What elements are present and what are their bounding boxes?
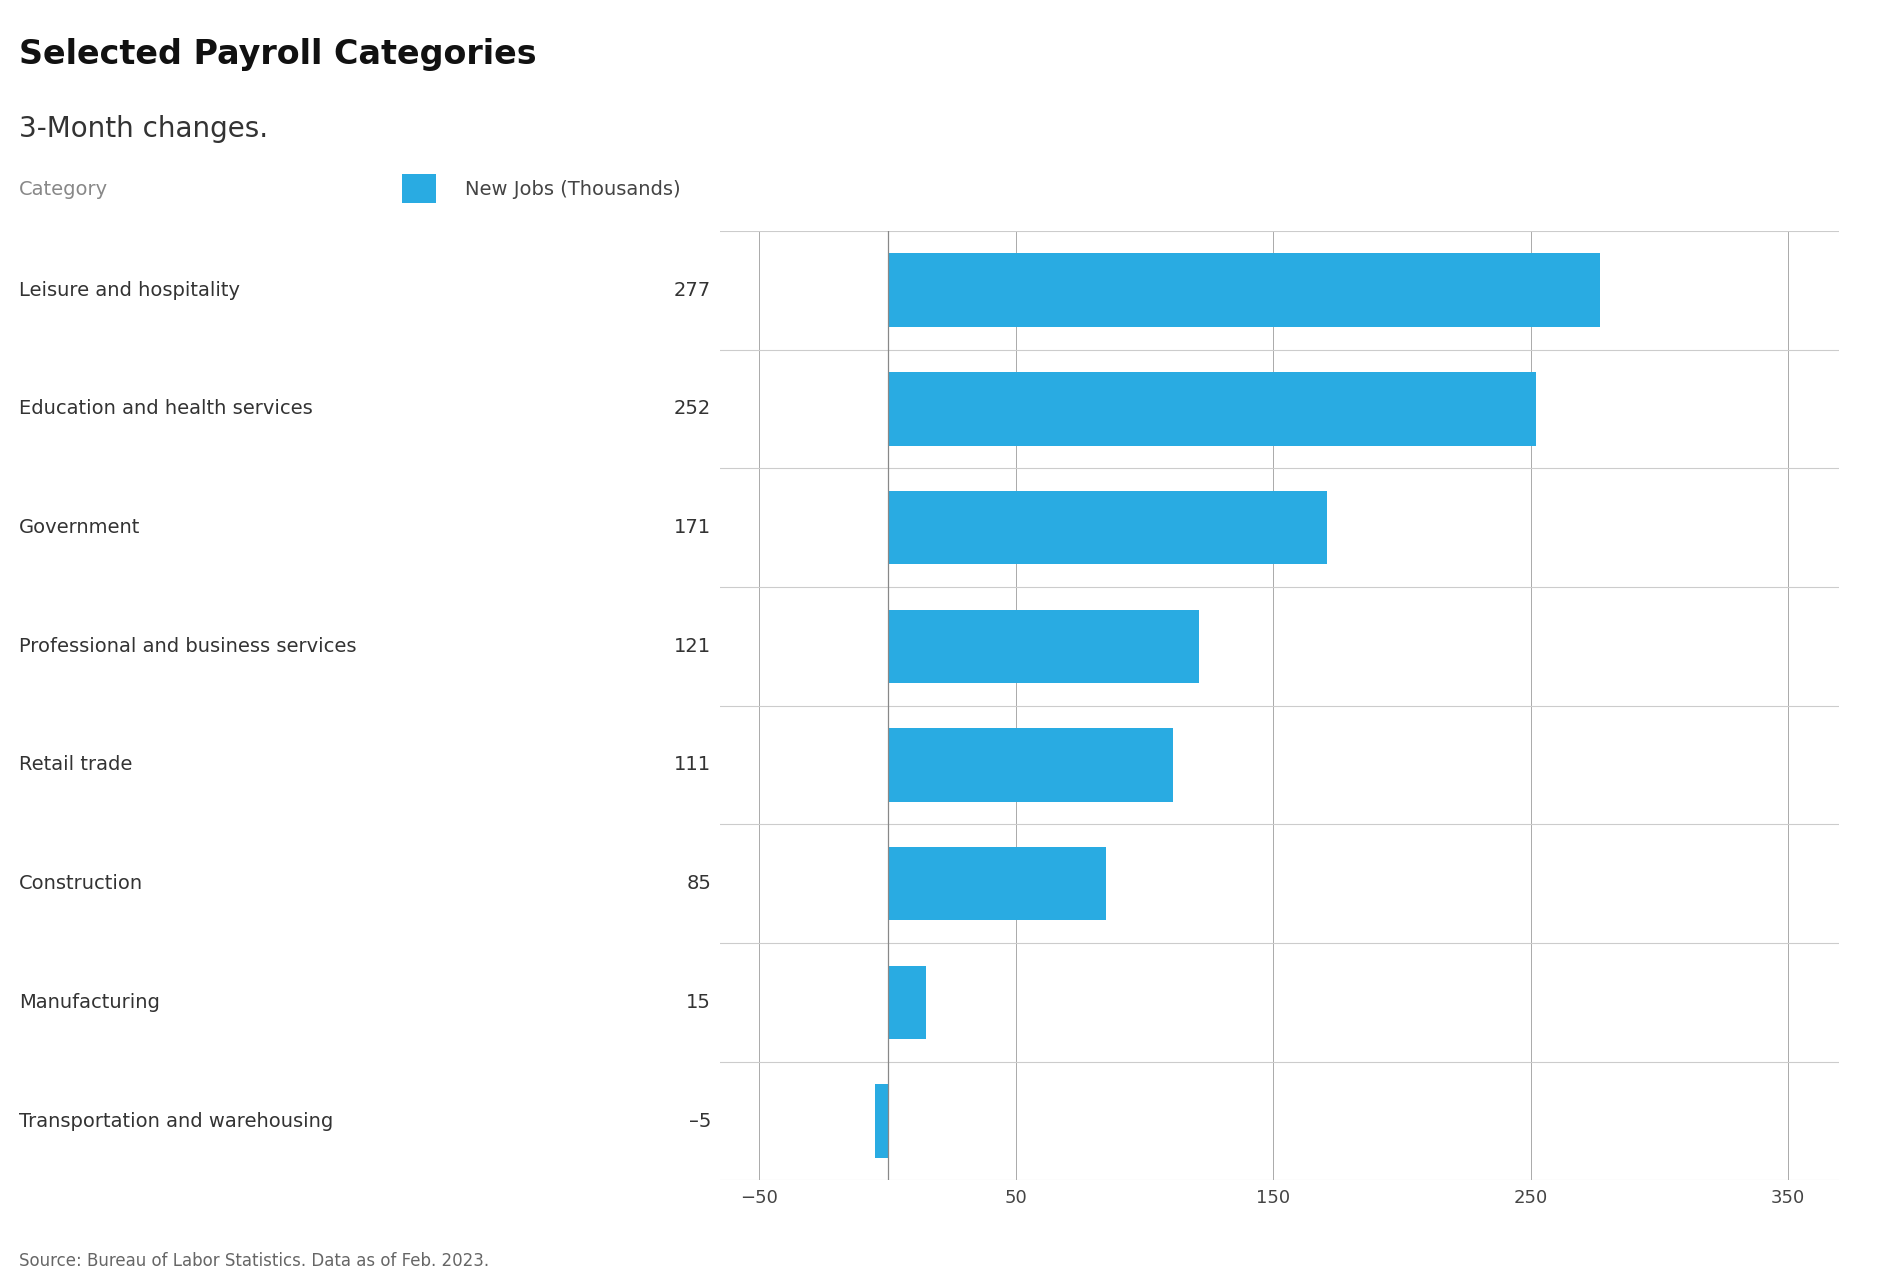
Text: Source: Bureau of Labor Statistics. Data as of Feb. 2023.: Source: Bureau of Labor Statistics. Data… xyxy=(19,1252,489,1270)
Text: 121: 121 xyxy=(673,636,711,656)
Text: Selected Payroll Categories: Selected Payroll Categories xyxy=(19,38,537,72)
Bar xyxy=(874,1084,887,1157)
Text: Transportation and warehousing: Transportation and warehousing xyxy=(19,1111,334,1130)
Text: Category: Category xyxy=(19,180,108,199)
Text: 3-Month changes.: 3-Month changes. xyxy=(19,115,267,144)
Bar xyxy=(887,254,1600,327)
Text: Retail trade: Retail trade xyxy=(19,756,133,775)
Text: Manufacturing: Manufacturing xyxy=(19,993,159,1012)
Text: 252: 252 xyxy=(673,399,711,418)
Text: Construction: Construction xyxy=(19,874,142,893)
Text: New Jobs (Thousands): New Jobs (Thousands) xyxy=(465,180,681,199)
Text: Government: Government xyxy=(19,518,140,538)
Bar xyxy=(887,372,1536,445)
Text: Leisure and hospitality: Leisure and hospitality xyxy=(19,281,241,300)
Text: Education and health services: Education and health services xyxy=(19,399,313,418)
Bar xyxy=(887,609,1198,683)
Text: 277: 277 xyxy=(673,281,711,300)
Text: 85: 85 xyxy=(686,874,711,893)
Text: 15: 15 xyxy=(686,993,711,1012)
Text: Professional and business services: Professional and business services xyxy=(19,636,356,656)
Text: 111: 111 xyxy=(673,756,711,775)
Bar xyxy=(887,966,927,1039)
Bar xyxy=(887,729,1174,802)
Bar xyxy=(887,491,1327,565)
Bar xyxy=(887,847,1105,920)
Text: –5: –5 xyxy=(688,1111,711,1130)
Text: 171: 171 xyxy=(673,518,711,538)
